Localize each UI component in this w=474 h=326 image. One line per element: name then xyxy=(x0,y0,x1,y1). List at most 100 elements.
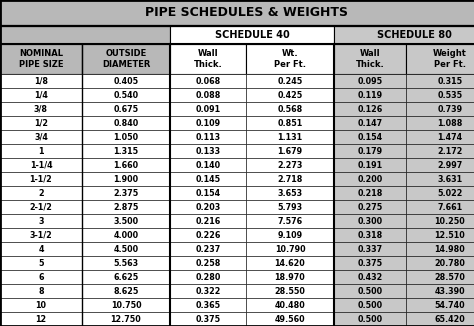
Text: 1.315: 1.315 xyxy=(113,146,138,156)
Text: 7.661: 7.661 xyxy=(438,202,463,212)
Bar xyxy=(82,44,170,74)
Text: 14.980: 14.980 xyxy=(435,244,465,254)
Bar xyxy=(0,88,82,102)
Bar xyxy=(82,88,170,102)
Text: Wall
Thick.: Wall Thick. xyxy=(193,49,222,69)
Text: 1.050: 1.050 xyxy=(113,132,138,141)
Text: 2.375: 2.375 xyxy=(113,188,138,198)
Text: 3: 3 xyxy=(38,216,44,226)
Text: OUTSIDE
DIAMETER: OUTSIDE DIAMETER xyxy=(102,49,150,69)
Text: 0.300: 0.300 xyxy=(357,216,383,226)
Text: 65.420: 65.420 xyxy=(435,315,465,323)
Bar xyxy=(0,270,82,284)
Text: 9.109: 9.109 xyxy=(277,230,302,240)
Bar xyxy=(170,26,334,44)
Bar xyxy=(0,312,82,326)
Text: 0.109: 0.109 xyxy=(195,118,220,127)
Text: 2.273: 2.273 xyxy=(277,160,303,170)
Bar xyxy=(0,242,82,256)
Bar xyxy=(0,200,82,214)
Text: 0.337: 0.337 xyxy=(357,244,383,254)
Bar xyxy=(170,116,246,130)
Bar xyxy=(406,88,474,102)
Bar xyxy=(246,270,334,284)
Text: 0.258: 0.258 xyxy=(195,259,221,268)
Text: 0.113: 0.113 xyxy=(195,132,220,141)
Bar xyxy=(0,214,82,228)
Bar xyxy=(246,284,334,298)
Bar xyxy=(170,130,246,144)
Text: 0.375: 0.375 xyxy=(195,315,220,323)
Text: 40.480: 40.480 xyxy=(274,301,305,309)
Text: 1.900: 1.900 xyxy=(113,174,138,184)
Text: 4.500: 4.500 xyxy=(113,244,138,254)
Text: 1.679: 1.679 xyxy=(277,146,302,156)
Text: 4.000: 4.000 xyxy=(113,230,138,240)
Bar xyxy=(334,242,406,256)
Bar xyxy=(334,172,406,186)
Text: 0.365: 0.365 xyxy=(195,301,220,309)
Text: 0.091: 0.091 xyxy=(195,105,220,113)
Text: 20.780: 20.780 xyxy=(435,259,465,268)
Text: NOMINAL
PIPE SIZE: NOMINAL PIPE SIZE xyxy=(19,49,63,69)
Bar xyxy=(170,102,246,116)
Bar xyxy=(334,26,474,44)
Bar xyxy=(406,298,474,312)
Text: 0.147: 0.147 xyxy=(357,118,383,127)
Text: 3.631: 3.631 xyxy=(438,174,463,184)
Bar xyxy=(82,200,170,214)
Text: 12.750: 12.750 xyxy=(110,315,141,323)
Text: 2.875: 2.875 xyxy=(113,202,139,212)
Bar xyxy=(82,270,170,284)
Bar xyxy=(246,242,334,256)
Text: 3.653: 3.653 xyxy=(277,188,302,198)
Text: 5.793: 5.793 xyxy=(277,202,302,212)
Text: 0.140: 0.140 xyxy=(195,160,220,170)
Bar xyxy=(170,186,246,200)
Text: 7.576: 7.576 xyxy=(277,216,302,226)
Text: 3/8: 3/8 xyxy=(34,105,48,113)
Text: 1.474: 1.474 xyxy=(438,132,463,141)
Bar xyxy=(334,270,406,284)
Bar xyxy=(406,102,474,116)
Text: 0.405: 0.405 xyxy=(113,77,138,85)
Bar xyxy=(334,312,406,326)
Bar xyxy=(0,172,82,186)
Bar xyxy=(82,186,170,200)
Text: 10.790: 10.790 xyxy=(275,244,305,254)
Text: Weight
Per Ft.: Weight Per Ft. xyxy=(433,49,467,69)
Bar xyxy=(246,74,334,88)
Text: 0.568: 0.568 xyxy=(277,105,302,113)
Text: 2.718: 2.718 xyxy=(277,174,303,184)
Bar xyxy=(246,130,334,144)
Text: 0.218: 0.218 xyxy=(357,188,383,198)
Bar xyxy=(82,228,170,242)
Text: 0.500: 0.500 xyxy=(357,301,383,309)
Text: 0.275: 0.275 xyxy=(357,202,383,212)
Text: 0.191: 0.191 xyxy=(357,160,383,170)
Bar xyxy=(246,88,334,102)
Bar xyxy=(334,186,406,200)
Text: 0.675: 0.675 xyxy=(113,105,138,113)
Bar xyxy=(0,298,82,312)
Bar xyxy=(82,312,170,326)
Text: 6.625: 6.625 xyxy=(113,273,138,281)
Text: 54.740: 54.740 xyxy=(435,301,465,309)
Bar xyxy=(246,186,334,200)
Bar xyxy=(0,116,82,130)
Text: 2.997: 2.997 xyxy=(438,160,463,170)
Bar xyxy=(334,44,406,74)
Bar xyxy=(246,256,334,270)
Text: 8.625: 8.625 xyxy=(113,287,139,295)
Text: 0.095: 0.095 xyxy=(357,77,383,85)
Text: 3/4: 3/4 xyxy=(34,132,48,141)
Text: 14.620: 14.620 xyxy=(274,259,305,268)
Text: 0.088: 0.088 xyxy=(195,91,221,99)
Bar xyxy=(406,116,474,130)
Text: 1/4: 1/4 xyxy=(34,91,48,99)
Bar xyxy=(334,158,406,172)
Bar xyxy=(82,214,170,228)
Bar xyxy=(334,200,406,214)
Text: 0.535: 0.535 xyxy=(438,91,463,99)
Bar xyxy=(406,44,474,74)
